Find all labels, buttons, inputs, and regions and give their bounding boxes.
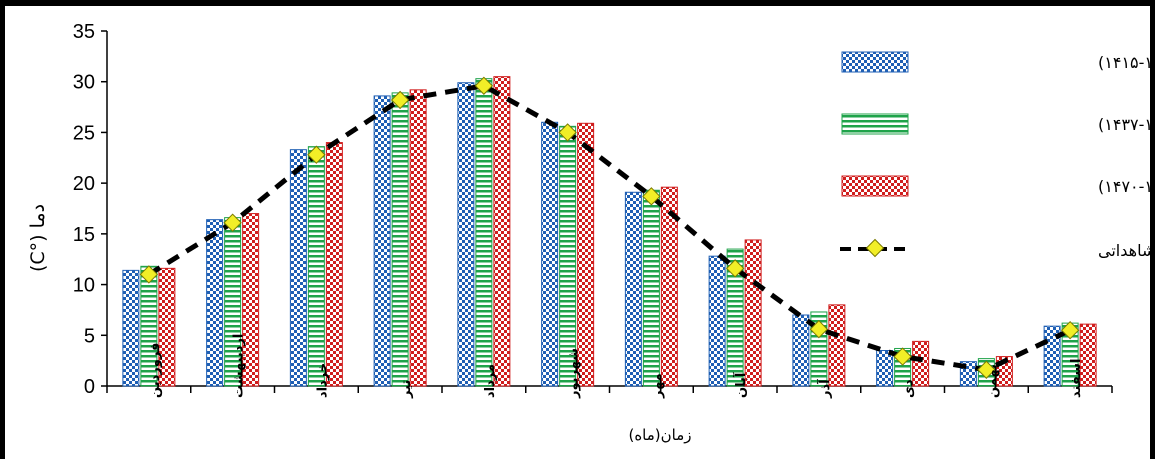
category-label-6: شهریور <box>567 348 582 399</box>
y-tick-label: 30 <box>73 72 95 94</box>
y-tick-label: 25 <box>73 122 95 144</box>
bar-series1-10 <box>876 350 894 387</box>
bar-series2-3 <box>307 146 325 387</box>
category-label-8: آبان <box>732 372 749 398</box>
category-label-12: اسفند <box>1069 359 1084 398</box>
bar-series1-2 <box>206 219 224 387</box>
bar-series1-3 <box>289 149 307 387</box>
y-tick-label: 35 <box>73 21 95 43</box>
observed-point-11 <box>977 360 996 379</box>
bar-series1-8 <box>708 255 726 387</box>
y-tick-label: 20 <box>73 173 95 195</box>
legend-marker <box>865 238 885 258</box>
bar-series3-6 <box>577 122 595 387</box>
observed-point-12 <box>1060 321 1080 340</box>
y-tick-label: 15 <box>73 224 95 246</box>
bar-series1-7 <box>624 191 642 387</box>
category-label-9: آذر <box>816 379 833 399</box>
observed-point-8 <box>725 259 745 278</box>
category-label-11: بهمن <box>985 364 1000 398</box>
observed-point-2 <box>223 213 242 232</box>
category-label-7: مهر <box>650 373 665 399</box>
bar-series3-10 <box>912 340 930 387</box>
category-label-4: تیر <box>399 380 414 399</box>
observed-point-3 <box>307 145 326 164</box>
legend-swatch-3 <box>841 175 909 197</box>
y-axis-label: دما (°C) <box>27 204 49 272</box>
legend: دما (۱۴۰۵-۱۴۱۵) دما (۱۴۲۷-۱۴۳۷) دما (۱۴۶… <box>840 51 1155 260</box>
x-axis-label: زمان(ماه) <box>628 426 691 444</box>
observed-point-1 <box>139 265 159 284</box>
bar-series2-7 <box>642 189 660 387</box>
bar-series2-5 <box>475 78 493 387</box>
bar-series3-1 <box>158 267 176 387</box>
observed-line <box>139 76 1080 379</box>
bar-series1-4 <box>373 95 391 387</box>
bar-series1-5 <box>457 82 475 387</box>
bar-series3-5 <box>493 76 511 387</box>
legend-label-2: دما (۱۴۲۷-۱۴۳۷) <box>1098 115 1155 134</box>
axes: 0 5 10 15 20 25 30 35 <box>73 21 1113 398</box>
category-label-5: مرداد <box>483 364 498 398</box>
bar-series3-8 <box>744 239 762 387</box>
legend-label-4: دما مشاهداتی <box>1098 241 1155 260</box>
observed-point-5 <box>474 76 494 95</box>
bar-series3-2 <box>242 213 260 387</box>
bar-series1-1 <box>122 269 140 387</box>
bar-series3-4 <box>409 89 427 387</box>
observed-point-7 <box>642 187 661 206</box>
y-tick-label: 0 <box>84 376 95 398</box>
legend-swatch-2 <box>841 113 909 135</box>
bar-series2-6 <box>559 125 577 387</box>
bar-series3-7 <box>660 186 678 387</box>
legend-label-3: دما (۱۴۶۰-۱۴۷۰) <box>1098 177 1155 196</box>
observed-point-4 <box>390 90 410 110</box>
bar-series2-4 <box>391 92 409 387</box>
category-label-1: فروردین <box>148 343 163 398</box>
legend-swatch-1 <box>841 51 909 73</box>
bar-series3-3 <box>325 142 343 387</box>
bar-series1-6 <box>541 121 559 387</box>
bars <box>122 76 1097 387</box>
observed-line-path <box>147 83 1072 373</box>
bar-series2-8 <box>726 248 744 387</box>
y-tick-label: 10 <box>73 275 95 297</box>
observed-point-6 <box>558 123 577 142</box>
category-label-2: اردیبهشت <box>232 334 247 398</box>
category-label-10: دی <box>902 379 917 398</box>
bar-series1-12 <box>1043 325 1061 387</box>
bar-series1-9 <box>792 314 810 387</box>
bar-series3-9 <box>828 304 846 387</box>
category-labels: فروردین اردیبهشت خرداد تیر مرداد شهریور مهر آبا… <box>148 334 1084 399</box>
observed-point-9 <box>809 320 829 339</box>
category-label-3: خرداد <box>315 363 330 398</box>
y-tick-label: 5 <box>84 325 95 347</box>
legend-label-1: دما (۱۴۰۵-۱۴۱۵) <box>1098 53 1155 72</box>
bar-series3-12 <box>1079 323 1097 387</box>
observed-point-10 <box>893 347 912 366</box>
